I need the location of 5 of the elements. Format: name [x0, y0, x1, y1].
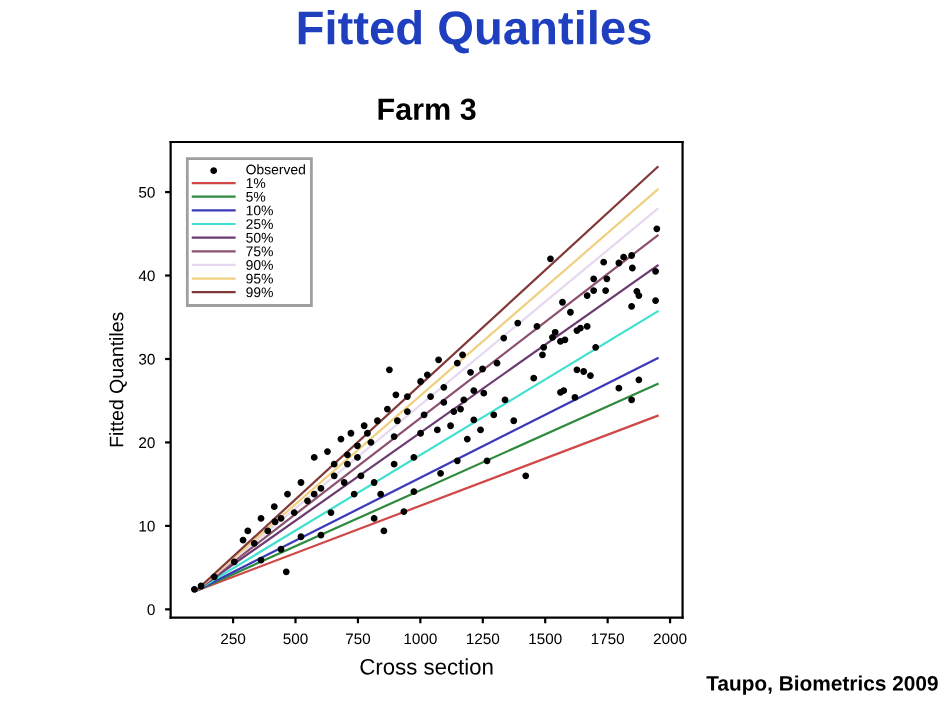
y-axis-title: Fitted Quantiles	[109, 312, 127, 447]
chart-subtitle: Farm 3	[378, 98, 476, 121]
chart-title: Fitted Quantiles	[298, 9, 651, 54]
text: Taupo, Biometrics 2009	[706, 675, 938, 695]
x-axis-title: Cross section	[360, 658, 493, 675]
